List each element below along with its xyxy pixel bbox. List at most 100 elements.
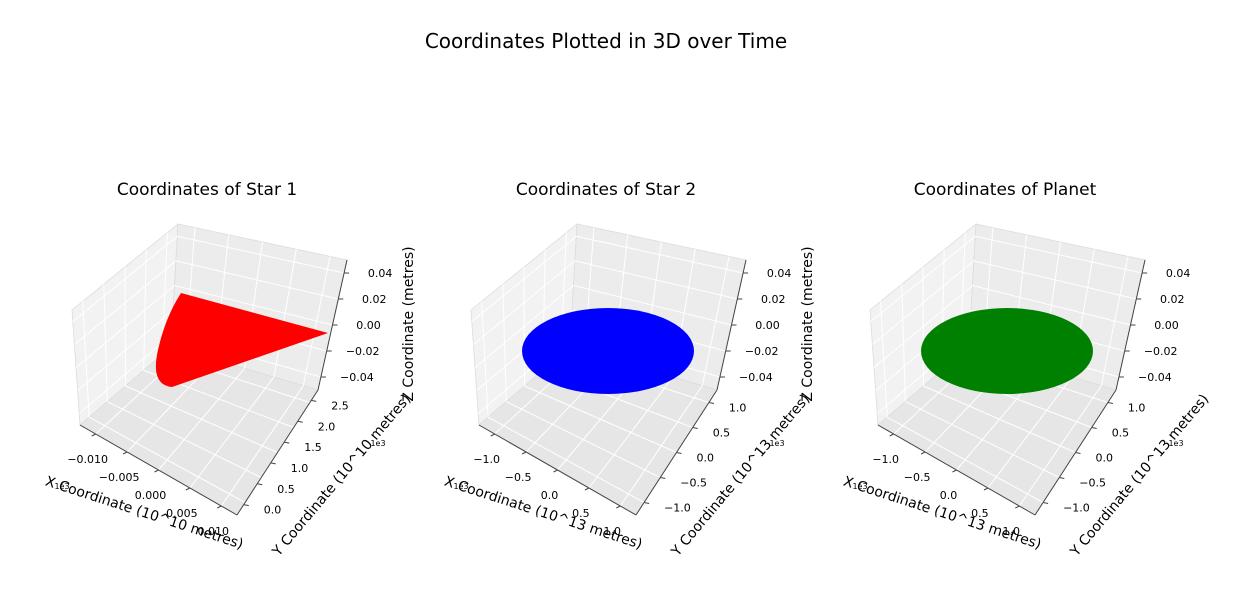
x-tick	[889, 433, 894, 437]
x-tick	[91, 433, 96, 437]
back-grid-line	[973, 260, 1137, 300]
left-grid-line	[77, 309, 174, 391]
y-tick-label: 0.0	[697, 452, 715, 465]
figure-suptitle: Coordinates Plotted in 3D over Time	[425, 29, 787, 53]
y-tick-label: 1.0	[729, 402, 747, 415]
y-tick-label: 1.0	[1128, 402, 1146, 415]
panel-title: Coordinates of Star 1	[117, 180, 297, 200]
back-grid-line	[972, 285, 1131, 326]
x-offset-label: 1e3	[453, 482, 468, 491]
y-tick	[660, 477, 666, 479]
z-tick-label: 0.02	[761, 293, 786, 306]
x-tick	[920, 451, 926, 455]
y-tick	[692, 427, 698, 429]
y-tick	[1107, 402, 1113, 404]
back-grid-line	[574, 260, 738, 300]
floor-grid-line	[125, 385, 278, 453]
y-tick-label: 0.5	[277, 483, 295, 496]
y-tick	[257, 483, 263, 486]
back-grid-line	[576, 235, 744, 274]
left-grid-line	[74, 260, 177, 345]
y-tick-label: −0.5	[1079, 477, 1106, 490]
panel-1: Coordinates of Star 1 −0.010 −0.005 0.000 0.…	[43, 180, 417, 560]
x-tick-label: −1.0	[473, 453, 500, 466]
y-axis-line	[236, 389, 319, 516]
x-tick	[952, 469, 957, 473]
x-tick-label: 0.5	[971, 507, 989, 520]
y-tick-label: 1.0	[291, 462, 309, 475]
floor-grid-line	[107, 401, 262, 478]
z-tick-label: 0.02	[1160, 293, 1185, 306]
back-grid-line	[975, 235, 1143, 274]
left-grid-line	[75, 285, 175, 368]
x-tick-label: −0.5	[505, 471, 532, 484]
z-tick-label: 0.04	[1166, 267, 1191, 280]
y-tick-label: −0.5	[680, 477, 707, 490]
z-tick-label: −0.04	[340, 371, 374, 384]
x-tick	[217, 505, 222, 509]
x-tick-label: 0.5	[572, 507, 590, 520]
x-tick	[1015, 505, 1020, 509]
left-grid-line	[474, 285, 574, 368]
back-grid-line	[175, 260, 339, 300]
y-tick	[1091, 427, 1097, 429]
z-tick-label: 0.00	[1154, 319, 1179, 332]
x-tick-label: 1.0	[604, 525, 622, 538]
trajectory-mark	[921, 308, 1093, 394]
y-tick	[297, 420, 303, 423]
y-tick	[1043, 502, 1049, 504]
y-offset-label: 1e3	[1168, 439, 1183, 448]
y-tick-label: −1.0	[664, 502, 691, 515]
x-tick-label: 0.0	[940, 489, 958, 502]
left-grid-line	[872, 260, 975, 345]
y-tick	[644, 502, 650, 504]
z-tick-label: −0.04	[1138, 371, 1172, 384]
x-tick-label: 0.0	[541, 489, 559, 502]
z-tick-label: 0.04	[368, 267, 393, 280]
left-grid-line	[473, 260, 576, 345]
floor-grid-line	[923, 385, 1076, 453]
x-tick-label: 0.005	[166, 507, 198, 520]
floor-grid-line	[905, 401, 1060, 478]
floor-grid-line	[487, 416, 645, 503]
z-tick-label: −0.02	[745, 345, 779, 358]
left-grid-line	[72, 235, 178, 322]
y-offset-label: 1e3	[769, 439, 784, 448]
y-tick-label: 0.5	[713, 427, 731, 440]
x-tick	[122, 451, 128, 455]
left-grid-line	[78, 334, 173, 414]
trajectory-mark	[155, 293, 328, 387]
x-tick	[584, 487, 590, 491]
x-tick-label: 0.000	[135, 489, 167, 502]
panel-2: Coordinates of Star 2 −1.0 −0.5 0.0 0.5 1.0 −1…	[442, 180, 816, 560]
back-grid-line	[573, 285, 732, 326]
left-grid-line	[471, 235, 577, 322]
z-tick-label: 0.00	[356, 319, 381, 332]
y-tick-label: −1.0	[1063, 502, 1090, 515]
x-tick-label: −0.5	[904, 471, 931, 484]
y-tick	[1075, 452, 1081, 454]
left-grid-line	[873, 285, 973, 368]
x-tick-label: −1.0	[872, 453, 899, 466]
x-tick	[616, 505, 621, 509]
x-tick	[154, 469, 159, 473]
y-offset-label: 1e3	[370, 439, 385, 448]
x-tick	[490, 433, 495, 437]
x-tick-label: −0.005	[99, 471, 140, 484]
x-tick	[553, 469, 558, 473]
y-tick	[311, 399, 317, 402]
y-tick-label: 0.0	[1096, 452, 1114, 465]
z-tick-label: −0.02	[1144, 345, 1178, 358]
x-tick-label: 1.0	[1003, 525, 1021, 538]
floor-grid-line	[506, 401, 661, 478]
x-tick	[983, 487, 989, 491]
panel-title: Coordinates of Star 2	[516, 180, 696, 200]
z-axis-label: Z Coordinate (metres)	[401, 246, 417, 401]
y-tick	[270, 462, 276, 465]
x-offset-label: 1e3	[852, 482, 867, 491]
y-tick-label: 0.5	[1112, 427, 1130, 440]
trajectory-mark	[522, 308, 694, 394]
y-tick-label: 1.5	[304, 441, 322, 454]
z-tick-label: 0.00	[755, 319, 780, 332]
